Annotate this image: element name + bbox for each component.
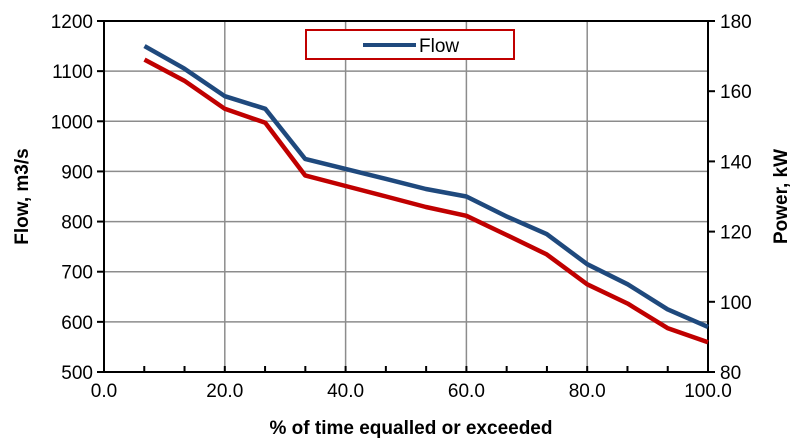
x-tick-label: 20.0 xyxy=(206,381,243,402)
y2-tick-label: 120 xyxy=(720,223,752,244)
y2-axis-title: Power, kW xyxy=(771,149,792,244)
y-tick-label: 600 xyxy=(61,313,93,334)
x-tick-label: 80.0 xyxy=(569,381,606,402)
y2-tick-label: 160 xyxy=(720,82,752,103)
x-tick-label: 40.0 xyxy=(327,381,364,402)
y2-tick-label: 140 xyxy=(720,152,752,173)
plot-area-border xyxy=(103,20,709,373)
legend: Flow xyxy=(305,29,515,60)
axes xyxy=(97,20,715,373)
x-tick-label: 100.0 xyxy=(684,381,732,402)
power-line xyxy=(143,57,709,345)
y2-tick-label: 180 xyxy=(720,12,752,33)
y-tick-label: 1100 xyxy=(52,62,93,83)
y2-tick-label: 80 xyxy=(720,363,741,384)
y-axis-title: Flow, m3/s xyxy=(12,148,33,244)
x-tick-label: 60.0 xyxy=(448,381,485,402)
y-tick-label: 800 xyxy=(61,213,93,234)
y-tick-label: 1000 xyxy=(51,112,93,133)
legend-label-flow: Flow xyxy=(419,36,459,57)
y-tick-label: 700 xyxy=(61,263,93,284)
tick-labels: 0.0 20.0 40.0 60.0 80.0 100.0 500 600 700 800 900 1… xyxy=(51,12,752,402)
x-tick-label: 0.0 xyxy=(91,381,117,402)
flow-line xyxy=(143,44,709,329)
series-layer xyxy=(143,44,709,345)
y2-tick-label: 100 xyxy=(720,293,752,314)
x-axis-title: % of time equalled or exceeded xyxy=(270,418,553,439)
y-tick-label: 900 xyxy=(61,162,93,183)
y-tick-label: 500 xyxy=(61,363,93,384)
y-tick-label: 1200 xyxy=(51,12,93,33)
grid xyxy=(104,21,708,372)
